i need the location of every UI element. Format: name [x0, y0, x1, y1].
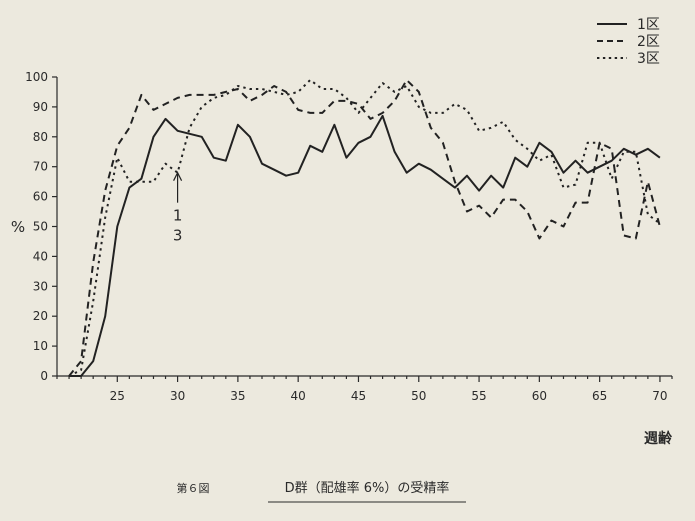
x-tick-label: 50	[411, 389, 426, 403]
x-tick-label: 55	[471, 389, 486, 403]
x-tick-label: 70	[652, 389, 667, 403]
x-tick-label: 60	[532, 389, 547, 403]
legend-label-3: 3区	[637, 51, 660, 67]
annotation-layer: 13	[173, 171, 183, 245]
legend-label-2: 2区	[637, 34, 660, 50]
y-tick-label: 20	[33, 309, 48, 323]
figure-title: D群（配雄率 6%）の受精率	[285, 480, 450, 496]
series-layer	[68, 79, 661, 377]
y-axis-ticks: 0 10 20 30 40 50 60 70 80 90 100	[25, 70, 57, 383]
y-tick-label: 80	[33, 130, 48, 144]
x-tick-label: 45	[351, 389, 366, 403]
x-axis-label: 週齢	[644, 430, 673, 447]
x-axis-ticks: 25 30 35 40 45 50 55 60 65 70	[56, 376, 673, 403]
y-tick-label: 90	[33, 100, 48, 114]
series-line-2	[68, 79, 661, 377]
y-tick-label: 30	[33, 279, 48, 293]
x-tick-label: 30	[170, 389, 185, 403]
y-tick-label: 40	[33, 249, 48, 263]
legend-label-1: 1区	[637, 17, 660, 33]
y-tick-label: 0	[40, 369, 48, 383]
y-tick-label: 60	[33, 190, 48, 204]
series-line-3	[68, 79, 661, 377]
x-tick-label: 65	[592, 389, 607, 403]
y-tick-label: 100	[25, 70, 48, 84]
x-tick-label: 35	[230, 389, 245, 403]
x-tick-label: 40	[291, 389, 306, 403]
figure-number: 第６図	[177, 481, 210, 495]
y-axis-label: %	[11, 218, 25, 236]
y-tick-label: 50	[33, 220, 48, 234]
x-tick-label: 25	[110, 389, 125, 403]
series-line-1	[69, 114, 661, 377]
y-tick-label: 10	[33, 339, 48, 353]
annotation-label-2: 3	[173, 227, 183, 245]
annotation-arrow-head	[173, 171, 183, 181]
y-tick-label: 70	[33, 160, 48, 174]
annotation-label-1: 1	[173, 207, 183, 225]
